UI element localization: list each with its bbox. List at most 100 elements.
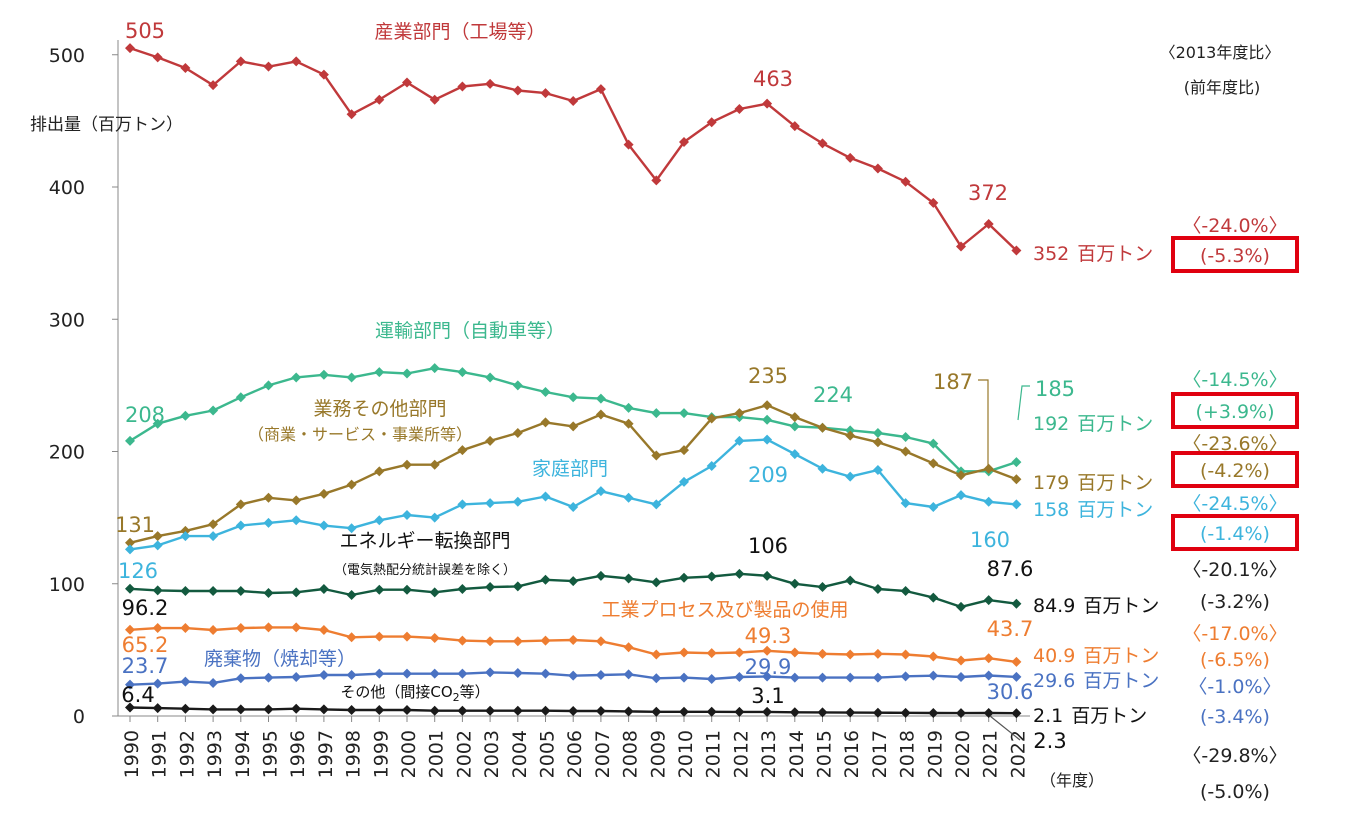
x-tick-label: 2018 xyxy=(897,730,919,778)
final-value-unit: 百万トン xyxy=(1077,472,1153,494)
data-point-process xyxy=(983,653,994,664)
data-point-household xyxy=(651,499,662,510)
final-value-number: 40.9 xyxy=(1033,645,1075,667)
data-point-other xyxy=(956,708,966,719)
leader-line-business xyxy=(978,379,989,470)
ratio-2013-waste: 〈-1.0%〉 xyxy=(1188,676,1281,698)
series-name-tail: 等） xyxy=(460,683,490,701)
data-point-waste xyxy=(512,668,523,679)
data-point-other xyxy=(152,703,163,714)
data-point-process xyxy=(429,632,440,643)
series-line-household xyxy=(129,438,1017,551)
final-value-unit: 百万トン xyxy=(1077,499,1153,521)
data-point-transport xyxy=(125,435,135,446)
x-tick-label: 1995 xyxy=(260,730,282,778)
data-point-waste xyxy=(1011,671,1022,682)
data-point-industry xyxy=(512,85,523,96)
data-point-energy xyxy=(429,587,440,598)
data-point-business xyxy=(872,437,883,448)
x-tick-label: 2002 xyxy=(453,730,475,778)
data-point-household xyxy=(679,476,689,487)
x-tick-label: 2009 xyxy=(647,730,669,778)
data-point-industry xyxy=(928,197,939,208)
x-tick-label: 2014 xyxy=(786,730,808,778)
data-point-household xyxy=(374,515,385,526)
data-point-process xyxy=(956,655,966,666)
data-point-other xyxy=(263,704,274,715)
series-subname-energy: （電気熱配分統計誤差を除く） xyxy=(334,562,516,578)
series-name-process: 工業プロセス及び製品の使用 xyxy=(601,599,848,621)
data-point-industry xyxy=(485,78,496,89)
data-point-process xyxy=(318,625,329,636)
data-point-business xyxy=(485,435,496,446)
final-value-unit: 百万トン xyxy=(1071,705,1147,727)
data-point-business xyxy=(512,427,523,438)
data-point-other xyxy=(485,705,496,716)
data-point-industry xyxy=(789,121,800,132)
data-point-transport xyxy=(402,368,412,379)
data-label-waste: 29.9 xyxy=(745,655,792,679)
data-point-waste xyxy=(983,670,994,681)
data-label-business: 187 xyxy=(933,370,973,394)
x-tick-label: 1994 xyxy=(232,730,254,778)
data-point-industry xyxy=(291,56,302,67)
data-point-other xyxy=(125,702,135,713)
x-tick-label: 2017 xyxy=(869,730,891,778)
final-value-waste: 29.6 百万トン xyxy=(1033,670,1159,692)
data-point-waste xyxy=(679,672,689,683)
data-point-household xyxy=(263,517,274,528)
header-ratio-2013: 〈2013年度比〉 xyxy=(1160,43,1281,62)
data-point-transport xyxy=(374,367,385,378)
data-label-transport: 185 xyxy=(1035,377,1075,401)
data-point-transport xyxy=(1011,457,1022,468)
data-point-business xyxy=(346,479,357,490)
data-point-waste xyxy=(595,670,606,681)
data-point-other xyxy=(235,704,246,715)
data-point-process xyxy=(457,635,468,646)
data-point-waste xyxy=(540,668,551,679)
final-value-unit: 百万トン xyxy=(1083,595,1159,617)
data-point-waste xyxy=(180,676,191,687)
data-point-other xyxy=(706,706,717,717)
data-point-waste xyxy=(346,670,357,681)
data-point-process xyxy=(679,647,689,658)
data-point-household xyxy=(762,434,773,445)
data-point-transport xyxy=(845,425,856,436)
final-value-energy: 84.9 百万トン xyxy=(1033,595,1159,617)
data-point-transport xyxy=(595,393,606,404)
data-point-waste xyxy=(485,667,496,678)
data-point-household xyxy=(789,449,800,460)
data-point-process xyxy=(125,624,135,635)
data-label-business: 235 xyxy=(748,364,788,388)
data-point-energy xyxy=(180,586,191,597)
data-point-transport xyxy=(429,363,440,374)
data-label-industry: 505 xyxy=(125,19,165,43)
data-point-waste xyxy=(762,671,773,682)
data-point-waste xyxy=(429,668,440,679)
data-point-industry xyxy=(152,52,163,63)
y-tick-label: 100 xyxy=(49,574,85,596)
data-point-industry xyxy=(346,109,357,120)
data-label-household: 209 xyxy=(748,463,788,487)
x-tick-label: 2007 xyxy=(592,730,614,778)
series-name-energy: エネルギー転換部門 xyxy=(339,530,510,552)
data-point-energy xyxy=(651,577,662,588)
data-point-business xyxy=(291,495,302,506)
ratio-highlight-box-industry xyxy=(1171,236,1299,273)
final-value-number: 192 xyxy=(1033,413,1069,435)
data-point-energy xyxy=(568,576,579,587)
data-point-business xyxy=(152,531,163,542)
data-point-business xyxy=(983,463,994,474)
data-point-process xyxy=(485,636,496,647)
ratio-prev-business: (-4.2%) xyxy=(1200,460,1270,482)
data-point-energy xyxy=(402,584,412,595)
data-point-other xyxy=(983,707,994,718)
data-point-process xyxy=(374,631,385,642)
data-point-industry xyxy=(429,94,440,105)
ratio-2013-energy: 〈-20.1%〉 xyxy=(1182,559,1287,581)
data-point-industry xyxy=(623,139,634,150)
data-point-industry xyxy=(540,88,551,99)
data-point-process xyxy=(291,622,302,633)
x-tick-label: 2001 xyxy=(426,730,448,778)
ratio-2013-other: 〈-29.8%〉 xyxy=(1182,745,1287,767)
